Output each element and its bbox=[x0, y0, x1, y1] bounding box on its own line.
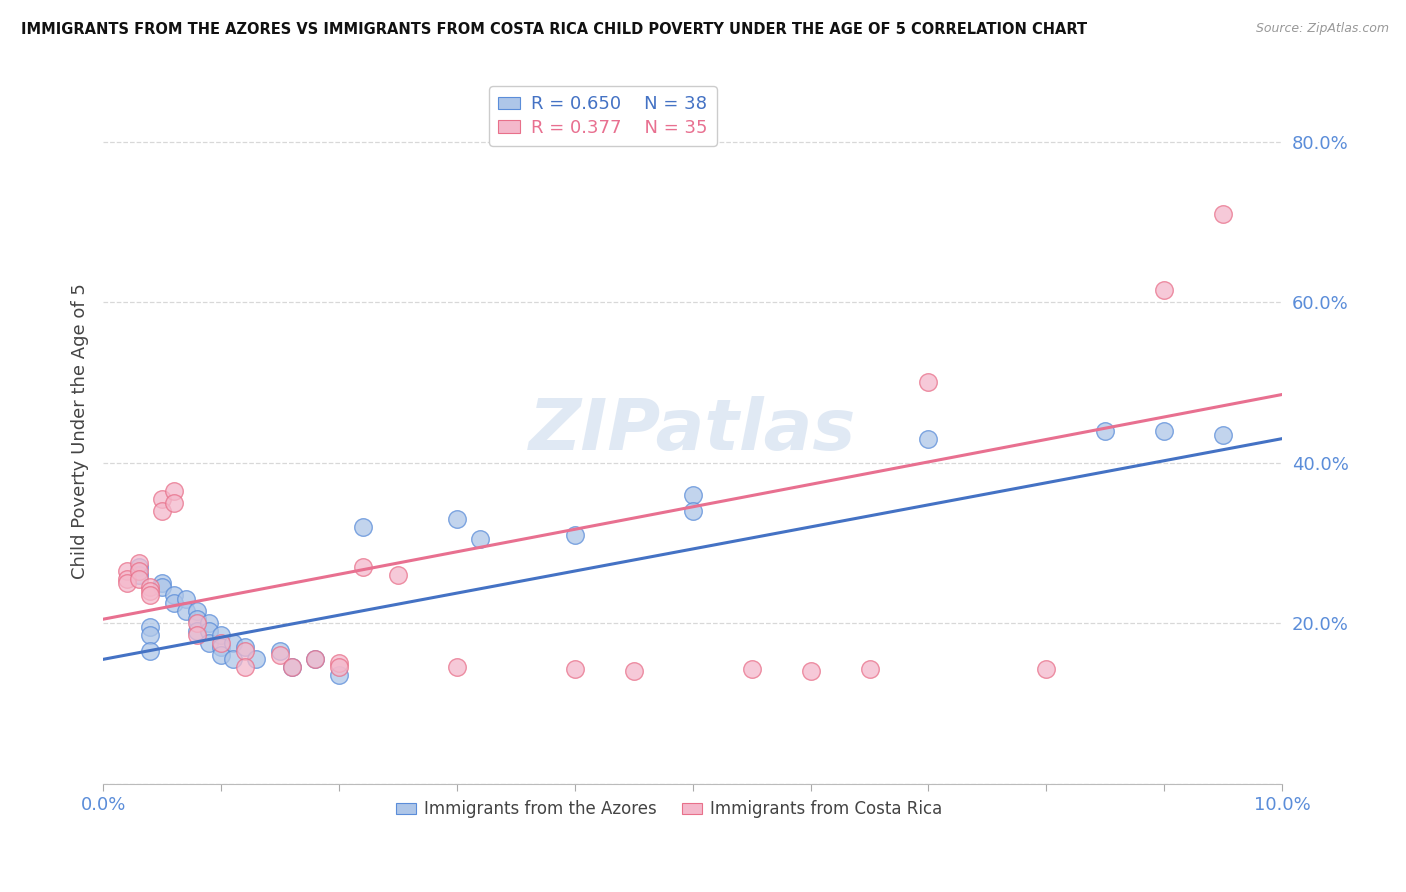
Point bbox=[150, 576, 173, 591]
Point bbox=[352, 520, 374, 534]
Point bbox=[139, 584, 162, 599]
Point bbox=[115, 564, 138, 578]
Point bbox=[304, 652, 326, 666]
Point bbox=[174, 604, 197, 618]
Point bbox=[139, 580, 162, 594]
Text: IMMIGRANTS FROM THE AZORES VS IMMIGRANTS FROM COSTA RICA CHILD POVERTY UNDER THE: IMMIGRANTS FROM THE AZORES VS IMMIGRANTS… bbox=[21, 22, 1087, 37]
Point bbox=[128, 564, 150, 578]
Point bbox=[163, 496, 186, 510]
Point bbox=[470, 532, 492, 546]
Y-axis label: Child Poverty Under the Age of 5: Child Poverty Under the Age of 5 bbox=[72, 283, 89, 579]
Point bbox=[1212, 207, 1234, 221]
Point bbox=[623, 665, 645, 679]
Point bbox=[222, 636, 245, 650]
Point bbox=[269, 648, 291, 663]
Point bbox=[150, 580, 173, 594]
Point bbox=[222, 652, 245, 666]
Point bbox=[281, 660, 304, 674]
Point bbox=[186, 624, 208, 639]
Point bbox=[352, 560, 374, 574]
Point bbox=[1153, 283, 1175, 297]
Point bbox=[198, 636, 221, 650]
Point bbox=[174, 592, 197, 607]
Point bbox=[163, 483, 186, 498]
Point bbox=[328, 660, 350, 674]
Point bbox=[328, 657, 350, 671]
Point bbox=[150, 504, 173, 518]
Point bbox=[1035, 662, 1057, 676]
Point bbox=[446, 512, 468, 526]
Point bbox=[139, 644, 162, 658]
Point bbox=[564, 662, 586, 676]
Point bbox=[209, 640, 232, 655]
Point bbox=[446, 660, 468, 674]
Point bbox=[917, 376, 939, 390]
Point bbox=[163, 596, 186, 610]
Point bbox=[281, 660, 304, 674]
Point bbox=[128, 572, 150, 586]
Point bbox=[233, 640, 256, 655]
Point bbox=[139, 588, 162, 602]
Point bbox=[741, 662, 763, 676]
Point bbox=[128, 560, 150, 574]
Text: ZIPatlas: ZIPatlas bbox=[529, 396, 856, 465]
Point bbox=[186, 604, 208, 618]
Point bbox=[209, 648, 232, 663]
Point bbox=[269, 644, 291, 658]
Point bbox=[115, 572, 138, 586]
Point bbox=[233, 644, 256, 658]
Point bbox=[139, 620, 162, 634]
Point bbox=[186, 612, 208, 626]
Point bbox=[1094, 424, 1116, 438]
Point bbox=[564, 528, 586, 542]
Text: Source: ZipAtlas.com: Source: ZipAtlas.com bbox=[1256, 22, 1389, 36]
Point bbox=[304, 652, 326, 666]
Point bbox=[1212, 427, 1234, 442]
Point bbox=[115, 576, 138, 591]
Point bbox=[186, 616, 208, 631]
Point bbox=[163, 588, 186, 602]
Point bbox=[858, 662, 880, 676]
Point bbox=[387, 568, 409, 582]
Point bbox=[150, 491, 173, 506]
Point bbox=[209, 628, 232, 642]
Point bbox=[198, 616, 221, 631]
Point bbox=[800, 665, 823, 679]
Point bbox=[245, 652, 267, 666]
Point bbox=[139, 628, 162, 642]
Point bbox=[682, 504, 704, 518]
Point bbox=[186, 628, 208, 642]
Point bbox=[128, 568, 150, 582]
Legend: Immigrants from the Azores, Immigrants from Costa Rica: Immigrants from the Azores, Immigrants f… bbox=[389, 794, 949, 825]
Point bbox=[1153, 424, 1175, 438]
Point bbox=[128, 556, 150, 570]
Point bbox=[233, 660, 256, 674]
Point bbox=[917, 432, 939, 446]
Point bbox=[209, 636, 232, 650]
Point bbox=[198, 624, 221, 639]
Point bbox=[328, 668, 350, 682]
Point bbox=[682, 488, 704, 502]
